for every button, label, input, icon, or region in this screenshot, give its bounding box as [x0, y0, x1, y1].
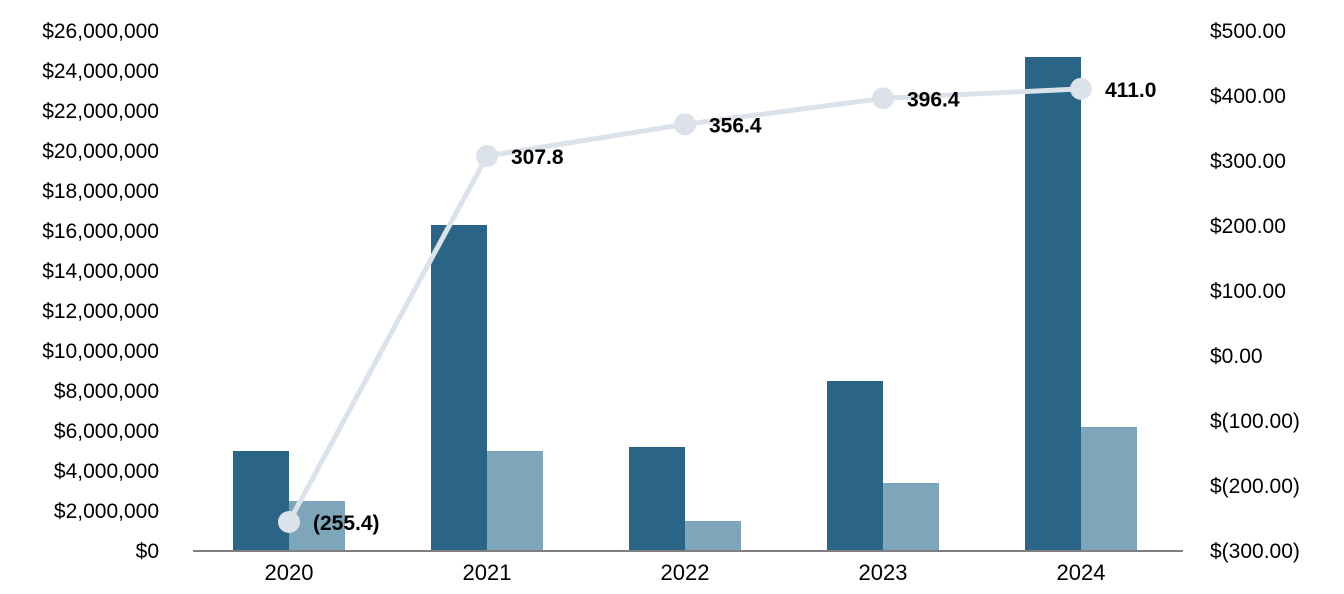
y-axis-right-tick-label: $0.00 — [1210, 345, 1263, 368]
line-marker — [278, 511, 300, 534]
y-axis-right-tick-label: $(200.00) — [1210, 475, 1300, 498]
y-axis-left-tick-label: $26,000,000 — [42, 20, 159, 43]
x-axis-label: 2024 — [1057, 560, 1106, 585]
bar-light — [487, 451, 543, 551]
bar-dark — [629, 447, 685, 551]
y-axis-left-tick-label: $12,000,000 — [42, 300, 159, 323]
line-data-label: (255.4) — [313, 512, 380, 535]
line-data-label: 356.4 — [709, 114, 762, 137]
bar-dark — [1025, 57, 1081, 551]
y-axis-left-tick-label: $18,000,000 — [42, 180, 159, 203]
x-axis-label: 2021 — [463, 560, 512, 585]
y-axis-left-tick-label: $0 — [136, 540, 159, 563]
y-axis-left-tick-label: $14,000,000 — [42, 260, 159, 283]
bar-dark — [233, 451, 289, 551]
y-axis-right-tick-label: $(300.00) — [1210, 540, 1300, 563]
y-axis-left-tick-label: $10,000,000 — [42, 340, 159, 363]
line-marker — [1070, 77, 1092, 100]
line-marker — [476, 144, 498, 167]
y-axis-left-tick-label: $16,000,000 — [42, 220, 159, 243]
y-axis-left-tick-label: $8,000,000 — [54, 380, 159, 403]
line-marker — [674, 113, 696, 136]
bar-dark — [431, 225, 487, 551]
bar-light — [883, 483, 939, 551]
x-axis-label: 2020 — [265, 560, 314, 585]
y-axis-right-tick-label: $300.00 — [1210, 150, 1286, 173]
line-marker — [872, 87, 894, 110]
y-axis-left-tick-label: $24,000,000 — [42, 60, 159, 83]
y-axis-left-tick-label: $22,000,000 — [42, 100, 159, 123]
x-axis-label: 2022 — [661, 560, 710, 585]
bar-light — [685, 521, 741, 551]
line-data-label: 307.8 — [511, 146, 564, 169]
y-axis-right-tick-label: $(100.00) — [1210, 410, 1300, 433]
y-axis-right-tick-label: $500.00 — [1210, 20, 1286, 43]
y-axis-left-tick-label: $2,000,000 — [54, 500, 159, 523]
y-axis-right-tick-label: $400.00 — [1210, 85, 1286, 108]
bar-light — [1081, 427, 1137, 551]
y-axis-right-tick-label: $200.00 — [1210, 215, 1286, 238]
bar-dark — [827, 381, 883, 551]
y-axis-left-tick-label: $20,000,000 — [42, 140, 159, 163]
y-axis-right-tick-label: $100.00 — [1210, 280, 1286, 303]
line-data-label: 411.0 — [1105, 79, 1156, 102]
y-axis-left-tick-label: $4,000,000 — [54, 460, 159, 483]
x-axis-label: 2023 — [859, 560, 908, 585]
line-data-label: 396.4 — [907, 88, 960, 111]
y-axis-left-tick-label: $6,000,000 — [54, 420, 159, 443]
